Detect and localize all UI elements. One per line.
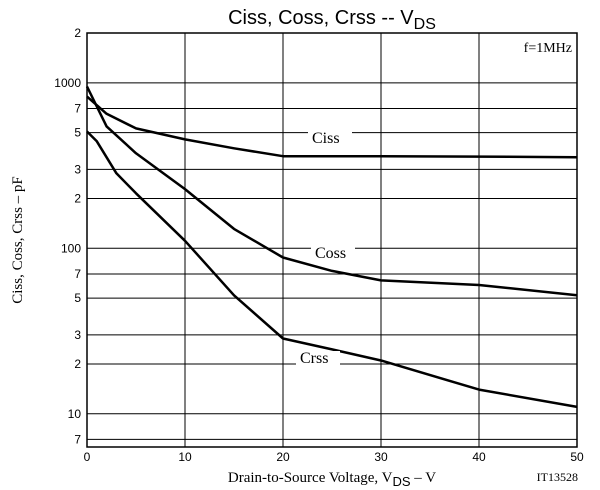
y-tick-label: 2	[74, 26, 81, 40]
plot-frame	[86, 32, 578, 448]
series-label: Coss	[315, 245, 346, 262]
y-tick-label: 100	[61, 241, 81, 255]
y-tick-label: 5	[74, 291, 81, 305]
y-tick-label: 2	[74, 191, 81, 205]
series-label: Crss	[300, 350, 328, 367]
y-tick-label: 1000	[54, 76, 81, 90]
y-tick-label: 5	[74, 126, 81, 140]
annotation: IT13528	[537, 470, 578, 484]
y-tick-label: 3	[74, 162, 81, 176]
x-tick-label: 30	[374, 450, 388, 464]
label-bg	[308, 131, 352, 148]
y-tick-label: 7	[74, 432, 81, 446]
label-bg	[311, 246, 355, 263]
x-tick-label: 40	[472, 450, 486, 464]
series-line	[85, 85, 578, 297]
x-axis-label: Drain-to-Source Voltage, VDS – V	[228, 470, 436, 489]
series-line	[86, 130, 578, 409]
y-tick-label: 3	[74, 328, 81, 342]
x-tick-label: 0	[84, 450, 91, 464]
y-tick-label: 7	[74, 267, 81, 281]
y-tick-label: 7	[74, 101, 81, 115]
y-tick-label: 10	[68, 407, 82, 421]
x-tick-label: 20	[276, 450, 290, 464]
y-tick-label: 2	[74, 357, 81, 371]
annotation: f=1MHz	[524, 41, 572, 56]
chart-title: Ciss, Coss, Crss -- VDS	[228, 7, 436, 33]
x-tick-label: 10	[178, 450, 192, 464]
x-tick-label: 50	[570, 450, 584, 464]
series-label: Ciss	[312, 130, 340, 147]
y-axis-label: Ciss, Coss, Crss – pF	[10, 176, 26, 304]
label-bg	[296, 351, 340, 368]
series-line	[86, 95, 578, 159]
